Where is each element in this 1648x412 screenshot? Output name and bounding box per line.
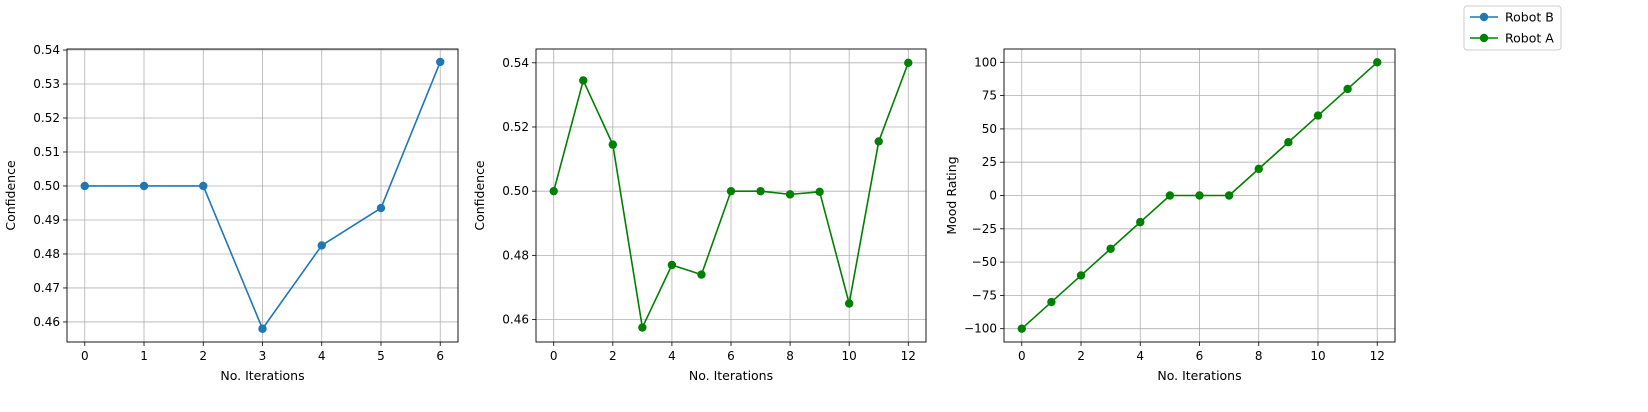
- data-point: [579, 76, 588, 85]
- x-tick-label: 0: [81, 349, 89, 363]
- data-point: [1136, 217, 1145, 227]
- data-point: [785, 190, 795, 199]
- data-point: [638, 323, 647, 332]
- x-tick-label: 10: [842, 349, 857, 363]
- x-tick-label: 12: [901, 349, 916, 363]
- x-tick-label: 2: [199, 349, 207, 363]
- data-point: [317, 241, 326, 250]
- data-point: [1313, 111, 1323, 120]
- data-point: [1373, 58, 1382, 67]
- y-tick-label: 0.50: [502, 184, 529, 198]
- chart-3: 0 2 4 6 8 10 12 −100 −75 −50 −25 0 25 50 75 100 No. Iter…: [944, 48, 1396, 383]
- x-tick-label: 0: [550, 349, 558, 363]
- data-point: [697, 270, 706, 279]
- data-point: [904, 58, 913, 67]
- x-tick-label: 8: [786, 349, 794, 363]
- y-tick-label: 0.53: [33, 77, 60, 91]
- data-point: [1076, 271, 1086, 280]
- y-tick-label: 0.50: [33, 179, 60, 193]
- y-tick-label: 0.46: [502, 313, 529, 327]
- x-tick-label: 3: [259, 349, 267, 363]
- y-tick-label: 75: [982, 89, 997, 103]
- y-tick-label: 0.47: [33, 281, 60, 295]
- data-point: [1165, 191, 1175, 200]
- x-tick-label: 0: [1018, 349, 1026, 363]
- y-tick-label: −75: [972, 288, 997, 302]
- data-point: [815, 187, 824, 197]
- data-point: [1106, 244, 1115, 253]
- y-tick-label: 100: [974, 55, 997, 69]
- x-axis-label: No. Iterations: [1157, 368, 1241, 383]
- x-tick-label: 6: [727, 349, 735, 363]
- data-point: [199, 181, 208, 191]
- x-tick-label: 6: [1196, 349, 1204, 363]
- x-tick-label: 4: [668, 349, 676, 363]
- y-tick-label: 0.49: [33, 213, 60, 227]
- y-tick-label: −50: [972, 255, 997, 269]
- y-tick-label: −25: [972, 222, 997, 236]
- y-tick-label: 0.52: [33, 111, 60, 125]
- data-point: [258, 324, 267, 333]
- axes-frame: [66, 48, 459, 343]
- legend-swatch-robot-a-marker: [1479, 33, 1489, 43]
- x-tick-label: 2: [609, 349, 617, 363]
- data-point: [376, 203, 386, 213]
- y-tick-label: 0.54: [502, 56, 529, 70]
- x-axis-label: No. Iterations: [220, 368, 304, 383]
- y-axis-label: Confidence: [3, 160, 18, 231]
- data-point: [874, 137, 883, 146]
- plots: 0 1 2 3 4 5 60.460.470.480.490.500.510.520.530…: [3, 43, 1396, 383]
- data-point: [139, 181, 149, 191]
- y-tick-label: 0.46: [33, 315, 60, 329]
- x-tick-label: 6: [436, 349, 444, 363]
- legend-swatch-robot-b-marker: [1479, 12, 1489, 22]
- data-point: [1254, 164, 1263, 174]
- x-tick-label: 5: [377, 349, 385, 363]
- y-tick-label: 50: [982, 122, 997, 136]
- y-tick-label: −100: [964, 322, 997, 336]
- y-tick-label: 0.54: [33, 43, 60, 57]
- x-tick-label: 4: [1136, 349, 1144, 363]
- data-point: [1195, 191, 1204, 200]
- x-tick-label: 8: [1255, 349, 1263, 363]
- y-tick-label: 25: [982, 155, 997, 169]
- legend-label-robot-b: Robot B: [1505, 10, 1554, 25]
- x-tick-label: 4: [318, 349, 326, 363]
- data-point: [1343, 84, 1352, 94]
- data-point: [667, 260, 677, 270]
- data-point: [1017, 324, 1026, 333]
- x-tick-label: 1: [140, 349, 148, 363]
- x-tick-label: 2: [1077, 349, 1085, 363]
- data-point: [436, 57, 445, 67]
- y-axis-label: Confidence: [472, 160, 487, 231]
- data-point: [1224, 191, 1234, 200]
- x-axis-label: No. Iterations: [689, 368, 773, 383]
- y-axis-label: Mood Rating: [944, 156, 959, 234]
- chart-1: 0 1 2 3 4 5 6 0.46 0.47 0.48 0.49 0.50 0.51 0.52 0.53 0…: [3, 43, 459, 383]
- y-tick-label: 0.48: [33, 247, 60, 261]
- legend: Robot B Robot A: [1463, 5, 1562, 51]
- axes-frame: [1003, 48, 1396, 343]
- x-tick-label: 12: [1370, 349, 1385, 363]
- data-point: [549, 186, 558, 196]
- x-tick-label: 10: [1310, 349, 1325, 363]
- data-point: [726, 186, 736, 196]
- y-tick-label: 0.48: [502, 248, 529, 262]
- data-point: [80, 181, 89, 191]
- legend-label-robot-a: Robot A: [1505, 31, 1554, 46]
- data-point: [1284, 138, 1293, 147]
- data-point: [1047, 297, 1056, 307]
- data-point: [844, 299, 854, 308]
- data-point: [756, 186, 765, 196]
- y-tick-label: 0.51: [33, 145, 60, 159]
- y-tick-label: 0: [989, 189, 997, 203]
- chart-2: 0 2 4 6 8 10 12 0.46 0.48 0.50 0.52 0.54 No. Iterati…: [472, 48, 927, 383]
- axes-frame: [535, 48, 927, 343]
- y-tick-label: 0.52: [502, 120, 529, 134]
- data-point: [608, 140, 618, 149]
